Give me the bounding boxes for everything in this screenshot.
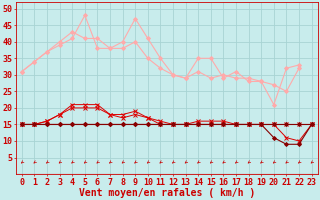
X-axis label: Vent moyen/en rafales ( km/h ): Vent moyen/en rafales ( km/h ) xyxy=(79,188,255,198)
